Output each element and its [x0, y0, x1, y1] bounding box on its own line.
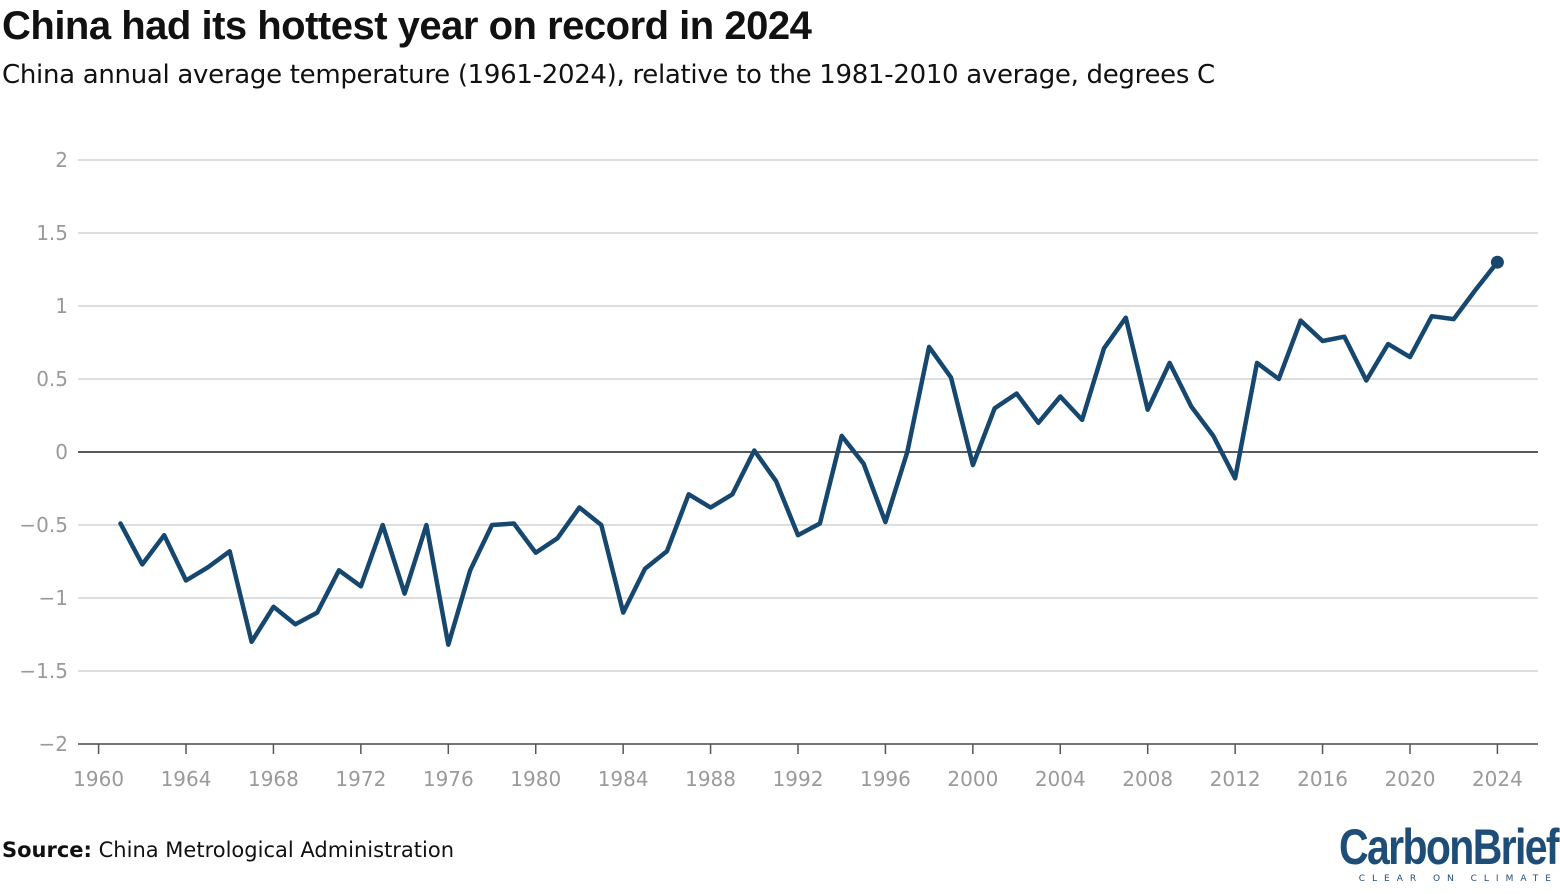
y-axis-tick-labels: 2 1.5 1 0.5 0 −0.5 −1 −1.5 −2: [19, 148, 68, 756]
x-tick-label: 1968: [248, 767, 299, 791]
series-line: [118, 259, 1500, 647]
x-tick-label: 2008: [1122, 767, 1173, 791]
y-tick-label: 0: [55, 440, 68, 464]
highlight-point-2024: [1490, 255, 1504, 269]
chart-subtitle: China annual average temperature (1961-2…: [2, 60, 1215, 90]
x-tick-label: 1976: [423, 767, 474, 791]
carbonbrief-logo: CarbonBrief CLEAR ON CLIMATE: [1291, 819, 1560, 884]
x-tick-label: 2020: [1385, 767, 1436, 791]
y-tick-label: 2: [55, 148, 68, 172]
y-tick-label: 0.5: [36, 367, 68, 391]
y-tick-label: 1.5: [36, 221, 68, 245]
chart-title: China had its hottest year on record in …: [2, 4, 812, 48]
x-tick-label: 1964: [161, 767, 212, 791]
x-tick-label: 2000: [947, 767, 998, 791]
x-tick-label: 1984: [598, 767, 649, 791]
x-tick-label: 1960: [73, 767, 124, 791]
x-tick-label: 1980: [510, 767, 561, 791]
logo-tagline: CLEAR ON CLIMATE: [1358, 874, 1558, 884]
x-tick-label: 2012: [1210, 767, 1261, 791]
grid-lines: [78, 159, 1538, 745]
source-label: Source:: [2, 838, 92, 862]
x-axis: 1960 1964 1968 1972 1976 1980 1984 1988 1992 1996…: [73, 743, 1538, 791]
y-tick-label: −0.5: [19, 513, 68, 537]
source-text: China Metrological Administration: [98, 838, 455, 862]
logo-wordmark: CarbonBrief: [1339, 819, 1560, 875]
source-note: Source: China Metrological Administratio…: [2, 838, 454, 862]
x-tick-label: 1992: [773, 767, 824, 791]
x-tick-label: 2016: [1297, 767, 1348, 791]
x-tick-label: 1996: [860, 767, 911, 791]
x-tick-label: 2004: [1035, 767, 1086, 791]
series-layer: [118, 255, 1504, 647]
x-tick-label: 1988: [685, 767, 736, 791]
y-tick-label: −1: [39, 586, 68, 610]
x-tick-label: 1972: [335, 767, 386, 791]
y-tick-label: −2: [39, 732, 68, 756]
x-tick-label: 2024: [1472, 767, 1523, 791]
y-tick-label: 1: [55, 294, 68, 318]
y-tick-label: −1.5: [19, 659, 68, 683]
